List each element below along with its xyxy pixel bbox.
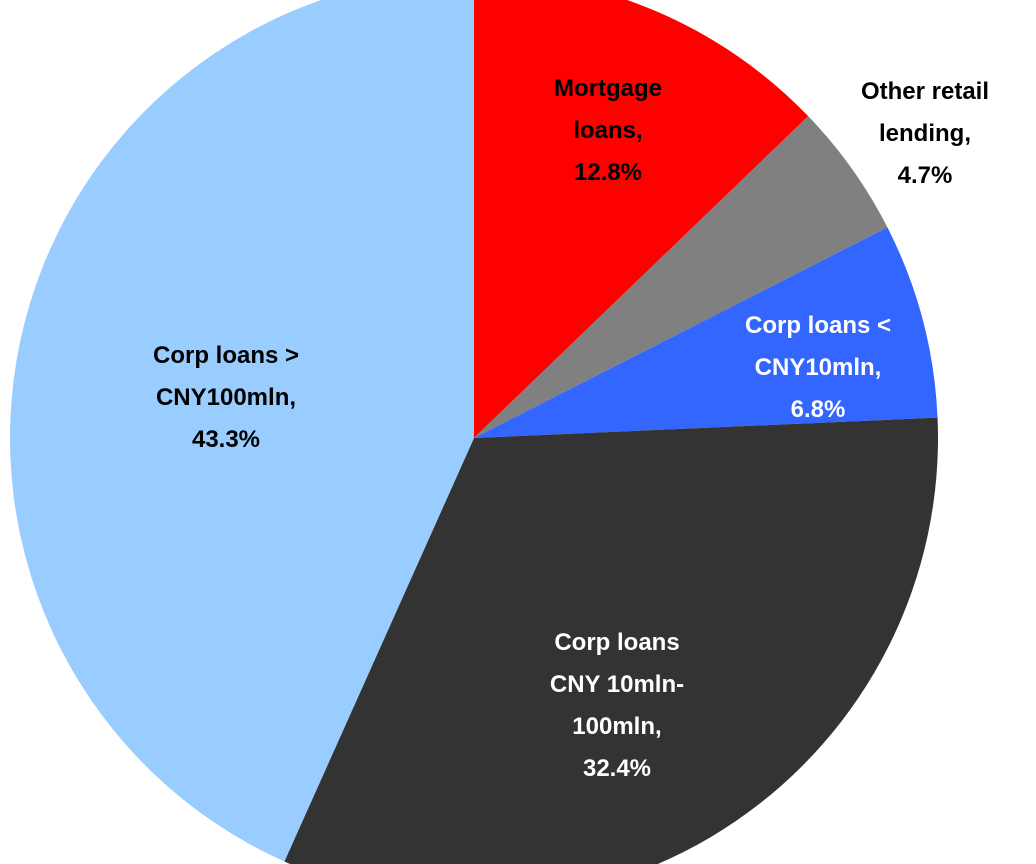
pie-slice — [474, 0, 809, 438]
slice-value: 4.7% — [897, 162, 953, 189]
slice-label: Corp loans CNY 10mln-100mln, 32.4% — [532, 622, 702, 790]
pie-slice — [9, 0, 474, 862]
slice-label: Mortgage loans, 12.8% — [523, 68, 693, 194]
pie-slice — [474, 116, 888, 438]
pie-slice — [284, 417, 938, 864]
slice-value: 12.8% — [573, 159, 643, 186]
slice-name: Corp loans CNY 10mln-100mln, — [549, 629, 685, 740]
slice-value: 43.3% — [191, 426, 261, 453]
slice-name: Mortgage loans, — [554, 75, 662, 144]
slice-value: 6.8% — [790, 396, 846, 423]
slice-label: Corp loans < CNY10mln, 6.8% — [718, 305, 918, 431]
slice-name: Other retail lending, — [860, 78, 990, 147]
slice-label: Corp loans > CNY100mln, 43.3% — [126, 335, 326, 461]
slice-name: Corp loans > CNY100mln, — [152, 342, 300, 411]
slice-label: Other retail lending, 4.7% — [835, 71, 1015, 197]
slice-value: 32.4% — [582, 755, 652, 782]
slice-name: Corp loans < CNY10mln, — [744, 312, 892, 381]
pie-slice — [474, 227, 938, 438]
